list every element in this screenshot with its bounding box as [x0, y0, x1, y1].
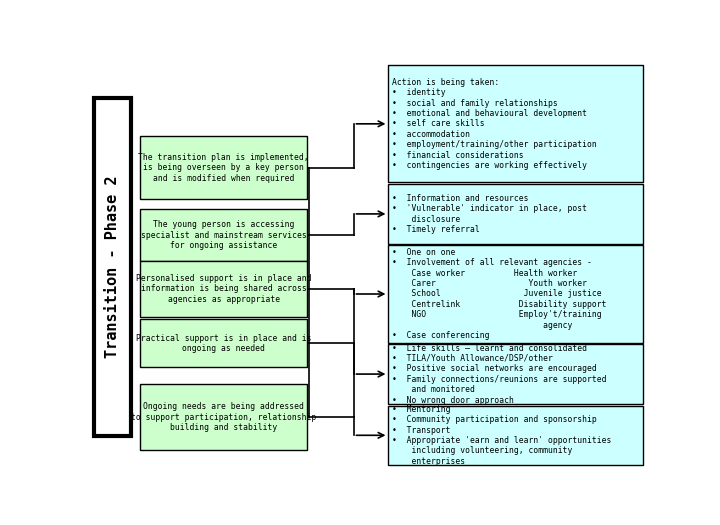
Text: Ongoing needs are being addressed
to support participation, relationship
buildin: Ongoing needs are being addressed to sup… — [131, 402, 316, 432]
FancyBboxPatch shape — [388, 65, 642, 182]
Text: The transition plan is implemented,
is being overseen by a key person
and is mod: The transition plan is implemented, is b… — [138, 153, 309, 183]
FancyBboxPatch shape — [388, 406, 642, 465]
Text: •  Information and resources
•  'Vulnerable' indicator in place, post
    disclo: • Information and resources • 'Vulnerabl… — [392, 194, 588, 234]
Text: •  Mentoring
•  Community participation and sponsorship
•  Transport
•  Appropri: • Mentoring • Community participation an… — [392, 405, 611, 466]
Text: Personalised support is in place and
information is being shared across
agencies: Personalised support is in place and inf… — [136, 274, 312, 304]
FancyBboxPatch shape — [388, 246, 642, 342]
FancyBboxPatch shape — [140, 384, 307, 450]
FancyBboxPatch shape — [388, 184, 642, 244]
FancyBboxPatch shape — [140, 261, 307, 317]
Text: Transition - Phase 2: Transition - Phase 2 — [105, 176, 120, 358]
FancyBboxPatch shape — [140, 319, 307, 367]
FancyBboxPatch shape — [94, 98, 131, 436]
Text: Practical support is in place and is
ongoing as needed: Practical support is in place and is ong… — [136, 333, 312, 353]
FancyBboxPatch shape — [140, 209, 307, 261]
FancyBboxPatch shape — [140, 136, 307, 200]
Text: Action is being taken:
•  identity
•  social and family relationships
•  emotion: Action is being taken: • identity • soci… — [392, 78, 597, 170]
FancyBboxPatch shape — [388, 344, 642, 404]
Text: The young person is accessing
specialist and mainstream services
for ongoing ass: The young person is accessing specialist… — [141, 220, 307, 250]
Text: •  One on one
•  Involvement of all relevant agencies -
    Case worker         : • One on one • Involvement of all releva… — [392, 248, 607, 340]
Text: •  Life skills – learnt and consolidated
•  TILA/Youth Allowance/DSP/other
•  Po: • Life skills – learnt and consolidated … — [392, 343, 607, 405]
